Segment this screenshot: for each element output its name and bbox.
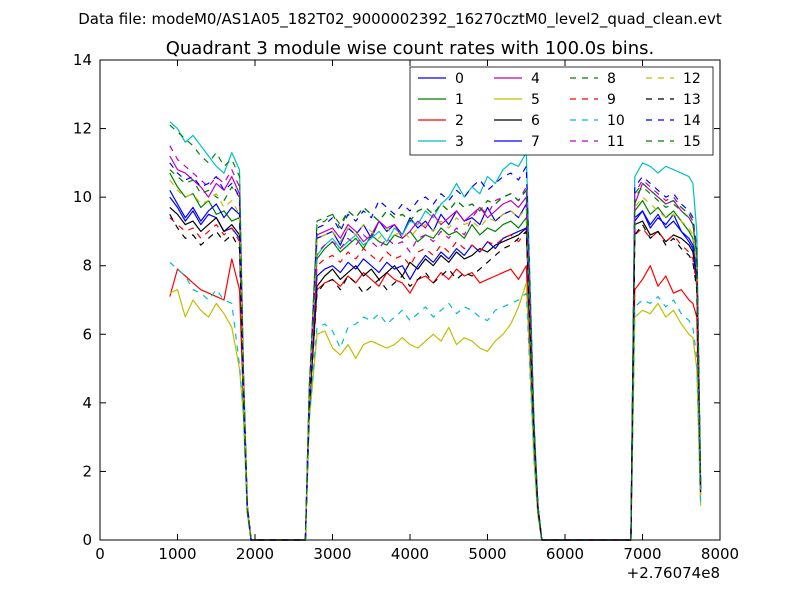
legend-label-15: 15 (683, 134, 701, 150)
legend-label-8: 8 (607, 71, 616, 87)
series-line-15 (169, 124, 702, 541)
legend-label-11: 11 (607, 134, 625, 150)
legend-label-3: 3 (455, 134, 464, 150)
series-line-5 (169, 282, 702, 541)
legend-label-6: 6 (531, 113, 540, 129)
x-tick-label: 8000 (701, 545, 739, 563)
series-line-13 (169, 214, 702, 541)
legend-label-9: 9 (607, 92, 616, 108)
legend-label-14: 14 (683, 113, 701, 129)
x-tick-label: 4000 (391, 545, 429, 563)
legend-box (409, 66, 714, 156)
legend-label-0: 0 (455, 71, 464, 87)
figure-suptitle: Data file: modeM0/AS1A05_182T02_90000023… (78, 10, 722, 29)
y-tick-label: 0 (82, 531, 92, 549)
legend-label-5: 5 (531, 92, 540, 108)
legend-label-13: 13 (683, 92, 701, 108)
y-tick-label: 12 (73, 120, 92, 138)
x-tick-label: 2000 (236, 545, 274, 563)
x-tick-label: 3000 (313, 545, 351, 563)
x-tick-label: 1000 (158, 545, 196, 563)
series-line-11 (169, 145, 702, 541)
y-tick-label: 14 (73, 51, 92, 69)
x-offset-label: +2.76074e8 (627, 564, 720, 582)
y-tick-label: 8 (82, 257, 92, 275)
legend-label-4: 4 (531, 71, 540, 87)
y-tick-label: 2 (82, 462, 92, 480)
y-tick-label: 4 (82, 394, 92, 412)
legend-label-2: 2 (455, 113, 464, 129)
legend-label-10: 10 (607, 113, 625, 129)
y-tick-label: 10 (73, 188, 92, 206)
x-tick-label: 5000 (468, 545, 506, 563)
y-tick-label: 6 (82, 325, 92, 343)
x-tick-label: 7000 (623, 545, 661, 563)
series-line-2 (169, 258, 702, 541)
series-line-9 (169, 217, 702, 541)
legend-label-12: 12 (683, 71, 701, 87)
x-tick-label: 6000 (546, 545, 584, 563)
axes-title: Quadrant 3 module wise count rates with … (166, 38, 655, 59)
axis-layer: 0 1000 2000 3000 4000 5000 6000 7000 80000246810… (73, 51, 739, 563)
legend-label-7: 7 (531, 134, 540, 150)
series-line-10 (169, 261, 702, 541)
series-line-12 (169, 179, 702, 541)
x-tick-label: 0 (95, 545, 105, 563)
series-line-14 (169, 162, 702, 541)
series-layer (169, 121, 702, 541)
legend-label-1: 1 (455, 92, 464, 108)
